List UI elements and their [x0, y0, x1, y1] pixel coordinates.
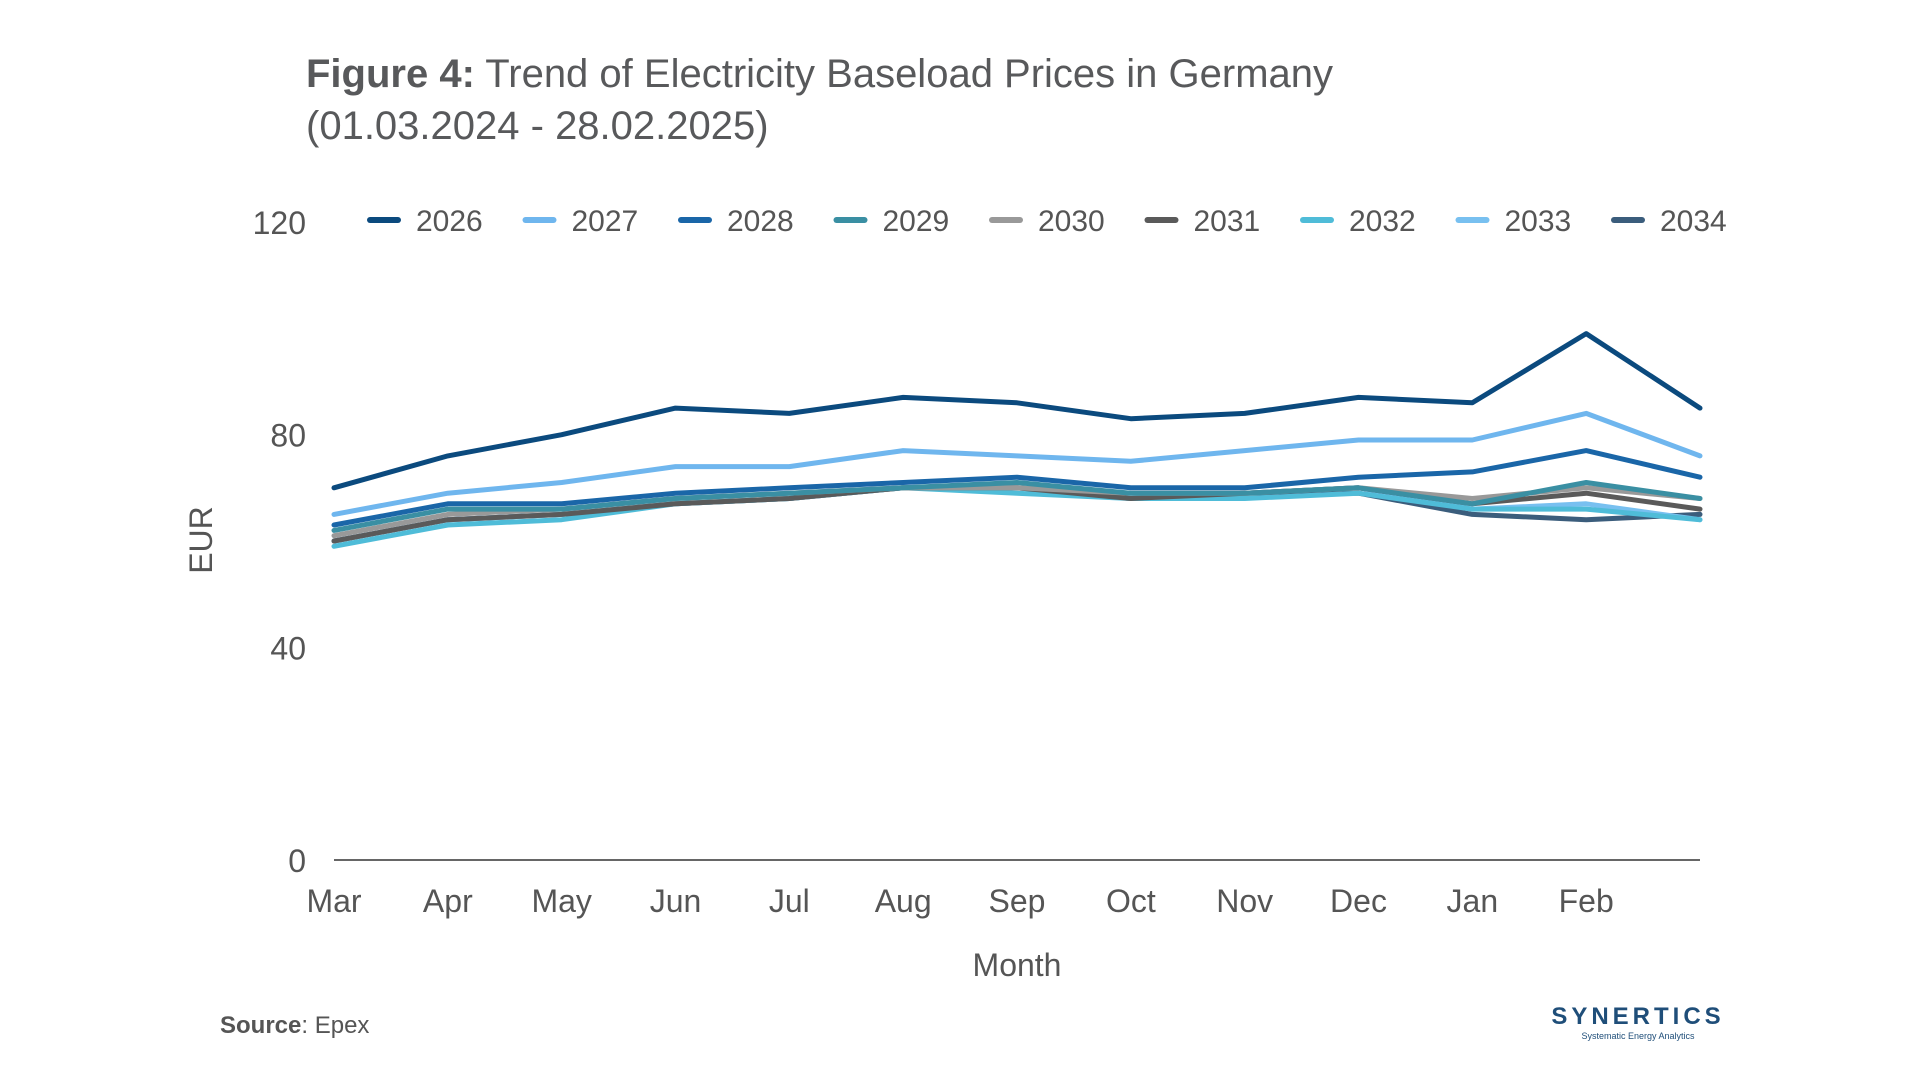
logo-tagline: Systematic Energy Analytics — [1581, 1031, 1695, 1041]
legend-label-2032: 2032 — [1349, 205, 1416, 238]
legend-label-2033: 2033 — [1505, 205, 1572, 238]
x-axis-label: Month — [973, 947, 1062, 983]
synertics-logo: SYNERTICS Systematic Energy Analytics — [1548, 1004, 1728, 1042]
series-lines — [331, 331, 1703, 549]
y-tick-label: 80 — [270, 418, 306, 454]
legend-label-2031: 2031 — [1194, 205, 1261, 238]
legend-label-2029: 2029 — [883, 205, 950, 238]
x-axis-ticks: Mar Apr May Jun Jul Aug Sep Oct Nov Dec Jan Feb — [306, 883, 1613, 919]
title-line-1: Figure 4: Trend of Electricity Baseload … — [306, 48, 1606, 100]
y-axis-ticks: 0 40 80 120 — [253, 205, 306, 879]
series-line-2027 — [331, 410, 1703, 517]
y-tick-label: 0 — [288, 843, 306, 879]
legend: 2026 2027 2028 2029 2030 2031 2032 2033 2034 — [367, 205, 1727, 238]
x-tick-label: Nov — [1216, 883, 1273, 919]
x-tick-label: Sep — [989, 883, 1046, 919]
title-date-range: (01.03.2024 - 28.02.2025) — [306, 104, 769, 148]
y-tick-label: 40 — [270, 630, 306, 666]
chart-title: Figure 4: Trend of Electricity Baseload … — [306, 48, 1606, 152]
legend-label-2028: 2028 — [727, 205, 794, 238]
series-line-2028 — [331, 448, 1703, 528]
series-line-2026 — [331, 331, 1703, 491]
x-tick-label: Jun — [650, 883, 702, 919]
source-label: Source — [220, 1012, 302, 1039]
x-tick-label: Jan — [1447, 883, 1499, 919]
x-tick-label: Feb — [1559, 883, 1614, 919]
figure-number: Figure 4: — [306, 52, 475, 96]
series-line-2029 — [331, 480, 1703, 533]
legend-label-2027: 2027 — [572, 205, 639, 238]
source-text: : Epex — [301, 1012, 370, 1039]
logo-brand: SYNERTICS — [1551, 1003, 1725, 1030]
y-tick-label: 120 — [253, 205, 306, 241]
x-tick-label: Aug — [875, 883, 932, 919]
legend-label-2026: 2026 — [416, 205, 483, 238]
x-tick-label: Dec — [1330, 883, 1387, 919]
x-tick-label: May — [531, 883, 591, 919]
source-note: Source: Epex — [220, 1012, 369, 1040]
legend-label-2034: 2034 — [1660, 205, 1727, 238]
x-tick-label: Oct — [1106, 883, 1156, 919]
x-tick-label: Apr — [423, 883, 473, 919]
legend-label-2030: 2030 — [1038, 205, 1105, 238]
x-tick-label: Mar — [306, 883, 361, 919]
x-tick-label: Jul — [769, 883, 810, 919]
series-line-2032 — [331, 485, 1703, 549]
title-text: Trend of Electricity Baseload Prices in … — [474, 52, 1334, 96]
y-axis-label: EUR — [183, 506, 219, 574]
